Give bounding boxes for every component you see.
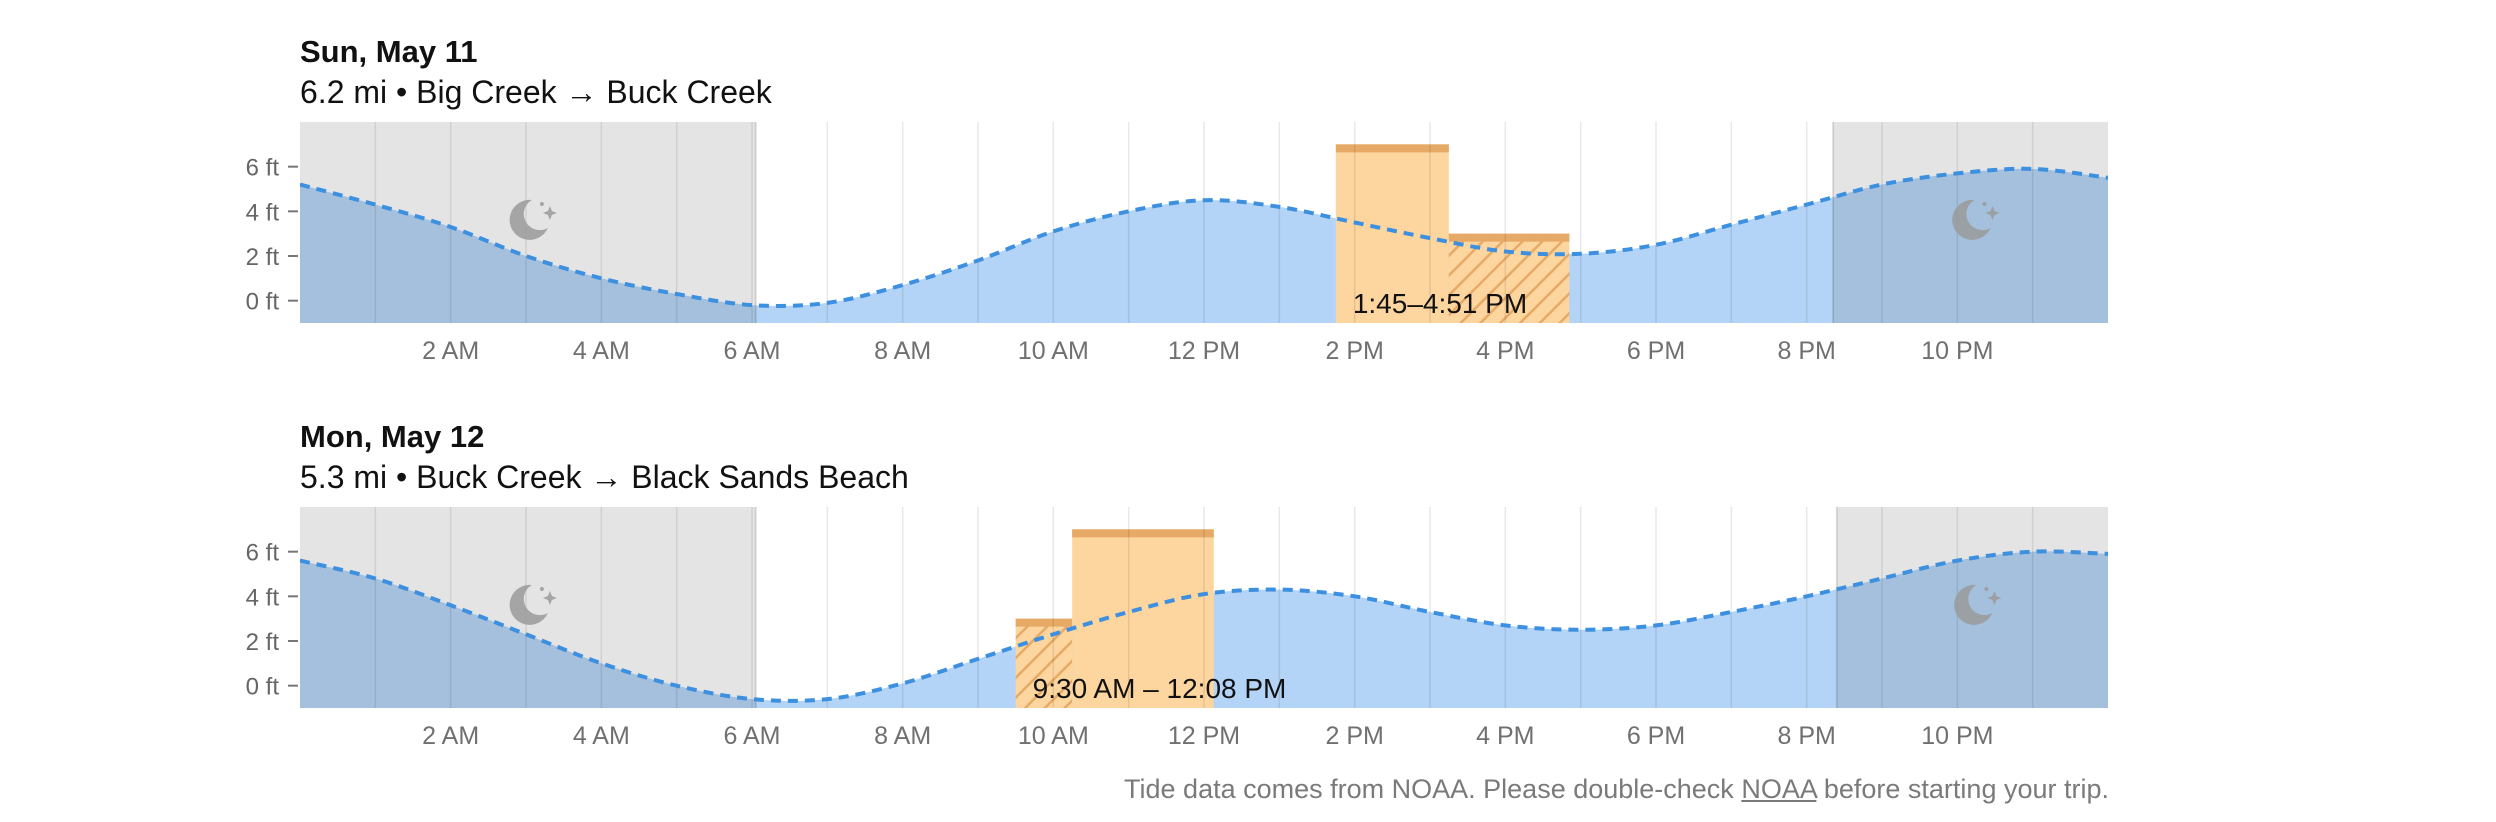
moon-stars-icon — [1954, 584, 2002, 625]
moon-stars-icon — [509, 199, 557, 240]
trip-window-cap — [1335, 144, 1449, 153]
day-2-date: Mon, May 12 — [300, 419, 485, 454]
plot-area — [300, 122, 2108, 323]
star-dot — [1984, 587, 1989, 591]
y-tick-label: 6 ft — [246, 155, 280, 182]
x-tick-label: 2 PM — [1325, 337, 1383, 365]
x-tick-label: 6 AM — [724, 337, 781, 365]
y-tick-label: 4 ft — [246, 199, 280, 226]
x-tick-label: 12 PM — [1168, 722, 1240, 750]
trip-window-label: 9:30 AM – 12:08 PM — [1033, 673, 1287, 704]
day-1-date: Sun, May 11 — [300, 34, 478, 69]
star-shape — [1985, 206, 2000, 220]
y-tick-label: 4 ft — [246, 584, 280, 611]
trip-window-cap — [1015, 618, 1073, 627]
x-tick-label: 6 PM — [1627, 337, 1685, 365]
day-2-route: 5.3 mi • Buck Creek → Black Sands Beach — [300, 459, 909, 495]
x-tick-label: 10 PM — [1921, 722, 1993, 750]
noaa-link[interactable]: NOAA — [1741, 774, 1817, 804]
plot-area — [300, 507, 2108, 708]
star-dot — [539, 587, 544, 591]
x-tick-label: 2 AM — [422, 722, 479, 750]
night-shade — [1836, 507, 2108, 708]
star-shape — [542, 591, 557, 605]
moon-stars-icon — [509, 584, 557, 625]
night-shade — [300, 507, 756, 708]
trip-window-cap — [1448, 233, 1570, 242]
night-shade — [300, 122, 756, 323]
x-tick-label: 4 PM — [1476, 722, 1534, 750]
night-shade — [1833, 122, 2108, 323]
trip-window-label: 1:45–4:51 PM — [1353, 288, 1527, 319]
moon-stars-icon — [1952, 199, 2000, 240]
trip-window-bar — [1072, 529, 1214, 708]
x-tick-label: 6 PM — [1627, 722, 1685, 750]
moon-shape — [1952, 199, 1991, 240]
day-1-route: 6.2 mi • Big Creek → Buck Creek — [300, 74, 772, 110]
star-dot — [1982, 202, 1987, 206]
moon-shape — [1954, 584, 1993, 625]
water-area — [300, 168, 2108, 323]
day-2-tide-chart: 9:30 AM – 12:08 PM 0 ft 2 ft 4 ft 6 ft 2 AM 4 … — [246, 507, 2108, 750]
y-tick-label: 6 ft — [246, 540, 280, 567]
x-tick-label: 2 PM — [1325, 722, 1383, 750]
x-tick-label: 8 PM — [1777, 337, 1835, 365]
tide-line — [300, 549, 2108, 703]
moon-shape — [509, 584, 548, 625]
trip-window-bar — [1335, 144, 1449, 323]
star-shape — [1987, 591, 2002, 605]
disclaimer-text-after: before starting your trip. — [1816, 774, 2109, 804]
x-tick-label: 12 PM — [1168, 337, 1240, 365]
x-tick-label: 2 AM — [422, 337, 479, 365]
trip-window-bar — [1015, 618, 1073, 708]
x-tick-label: 10 AM — [1018, 722, 1089, 750]
trip-window-cap — [1072, 529, 1214, 538]
x-tick-label: 4 AM — [573, 337, 630, 365]
moon-shape — [509, 199, 548, 240]
y-tick-label: 2 ft — [246, 629, 280, 656]
x-tick-label: 4 AM — [573, 722, 630, 750]
x-tick-label: 8 AM — [874, 337, 931, 365]
star-dot — [539, 202, 544, 206]
x-tick-label: 10 PM — [1921, 337, 1993, 365]
disclaimer-text-before: Tide data comes from NOAA. Please double… — [1124, 774, 1742, 804]
x-tick-label: 8 AM — [874, 722, 931, 750]
y-tick-label: 0 ft — [246, 674, 280, 701]
trip-window-bar — [1448, 233, 1570, 323]
tide-line — [300, 166, 2108, 308]
x-tick-label: 10 AM — [1018, 337, 1089, 365]
star-shape — [542, 206, 557, 220]
y-tick-label: 0 ft — [246, 289, 280, 316]
x-tick-label: 4 PM — [1476, 337, 1534, 365]
x-tick-label: 8 PM — [1777, 722, 1835, 750]
x-tick-label: 6 AM — [724, 722, 781, 750]
y-tick-label: 2 ft — [246, 244, 280, 271]
noaa-disclaimer: Tide data comes from NOAA. Please double… — [1124, 774, 2109, 805]
day-1-tide-chart: 1:45–4:51 PM 0 ft 2 ft 4 ft 6 ft 2 AM 4 AM 6 AM… — [246, 122, 2108, 365]
